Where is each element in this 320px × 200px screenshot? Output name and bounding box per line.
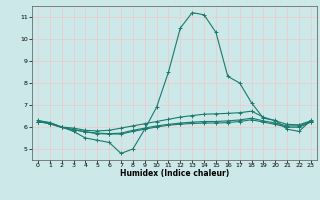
X-axis label: Humidex (Indice chaleur): Humidex (Indice chaleur) [120,169,229,178]
